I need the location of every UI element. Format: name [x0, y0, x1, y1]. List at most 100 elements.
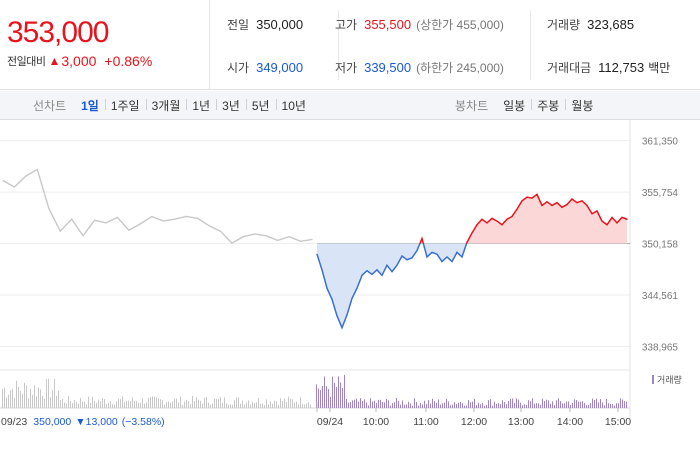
stat-label: 거래량: [547, 18, 581, 32]
volume-bar: [454, 402, 455, 408]
volume-bar: [442, 403, 443, 408]
today-point: [331, 298, 333, 300]
volume-bar: [494, 401, 495, 408]
volume-bar: [534, 403, 535, 408]
tab-period[interactable]: 3개월: [145, 97, 187, 114]
volume-bar: [2, 389, 3, 408]
volume-bar: [526, 404, 527, 408]
volume-bar: [362, 400, 363, 408]
volume-bar: [482, 402, 483, 408]
volume-bar: [268, 404, 269, 408]
volume-bar: [22, 393, 23, 408]
line-chart-tabs: 선차트 1일 1주일 3개월 1년 3년 5년 10년: [33, 91, 312, 120]
volume-bar: [492, 405, 493, 408]
volume-bar: [198, 399, 199, 408]
volume-bar: [162, 400, 163, 408]
volume-bar: [38, 387, 39, 408]
volume-bar: [558, 398, 559, 408]
volume-bar: [488, 400, 489, 408]
volume-bar: [536, 403, 537, 408]
volume-bar: [214, 398, 215, 408]
today-point: [436, 253, 438, 255]
prev-day-point: [105, 222, 107, 224]
volume-bar: [4, 387, 5, 408]
volume-bar: [88, 396, 89, 408]
stat-value: 355,500: [364, 17, 412, 32]
volume-bar: [508, 400, 509, 408]
tab-period[interactable]: 1주일: [104, 97, 146, 114]
volume-bar: [332, 376, 333, 408]
today-point: [526, 196, 528, 198]
volume-bar: [204, 397, 205, 408]
prev-day-point: [288, 236, 290, 238]
volume-bar: [572, 402, 573, 408]
tab-period[interactable]: 5년: [245, 97, 276, 114]
today-point: [381, 274, 383, 276]
prev-day-point: [59, 230, 61, 232]
today-point: [621, 216, 623, 218]
volume-bar: [356, 398, 357, 408]
volume-bar: [120, 399, 121, 408]
tab-candle[interactable]: 주봉: [531, 97, 565, 114]
volume-bar: [172, 401, 173, 408]
volume-bar: [246, 402, 247, 408]
volume-bar: [226, 403, 227, 408]
volume-bar: [196, 397, 197, 408]
volume-bar: [524, 404, 525, 408]
volume-bar: [148, 398, 149, 408]
stat-label: 거래대금: [547, 61, 592, 75]
today-point: [371, 273, 373, 276]
volume-bar: [574, 399, 575, 408]
volume-bar: [562, 403, 563, 408]
chart-tab-bar: 선차트 1일 1주일 3개월 1년 3년 5년 10년 봉차트 일봉 주봉 월봉: [0, 91, 700, 120]
volume-bar: [36, 396, 37, 408]
volume-bar: [584, 402, 585, 408]
prev-day-point: [231, 242, 233, 244]
volume-bar: [244, 404, 245, 408]
volume-bar: [430, 403, 431, 408]
volume-bar: [10, 390, 11, 408]
prev-day-point: [48, 207, 50, 209]
stat-item: 거래대금 112,753 백만: [547, 59, 670, 76]
volume-bar: [72, 402, 73, 408]
volume-bar: [340, 382, 341, 408]
change-label: 전일대비: [7, 56, 46, 68]
prev-day-point: [196, 217, 199, 219]
volume-bar: [346, 398, 347, 408]
stat-item: 거래량 323,685: [547, 16, 634, 33]
volume-bar: [276, 401, 277, 408]
volume-bar: [242, 400, 243, 408]
tab-candle[interactable]: 일봉: [503, 99, 526, 113]
volume-bar: [402, 400, 403, 408]
volume-bar: [386, 398, 387, 408]
prev-day-point: [219, 230, 222, 232]
volume-bar: [262, 403, 263, 408]
today-point: [406, 259, 408, 261]
volume-bar: [466, 405, 467, 408]
prev-day-point: [93, 219, 96, 221]
today-point: [596, 210, 598, 212]
tab-period[interactable]: 1일: [81, 99, 99, 113]
volume-bar: [392, 403, 393, 408]
volume-bar: [396, 398, 397, 408]
current-price-box: 353,000 전일대비 ▲ 3,000 +0.86%: [0, 0, 210, 90]
tab-period[interactable]: 1년: [186, 97, 216, 114]
today-point: [416, 249, 418, 252]
volume-bar: [544, 401, 545, 408]
today-point: [316, 253, 318, 255]
tab-candle[interactable]: 월봉: [565, 97, 599, 114]
volume-bar: [200, 400, 201, 408]
today-point: [471, 232, 473, 234]
volume-bar: [180, 396, 181, 408]
today-point: [356, 287, 358, 289]
volume-bar: [620, 398, 621, 408]
tab-period[interactable]: 3년: [216, 97, 246, 114]
prev-day-point: [208, 225, 210, 227]
tab-period[interactable]: 10년: [275, 97, 312, 114]
prev-day-point: [128, 229, 130, 231]
x-tick-label: 11:00: [413, 416, 439, 428]
today-point: [346, 314, 348, 316]
volume-bar: [216, 398, 217, 408]
volume-bar: [310, 404, 311, 408]
volume-bar: [380, 399, 381, 408]
